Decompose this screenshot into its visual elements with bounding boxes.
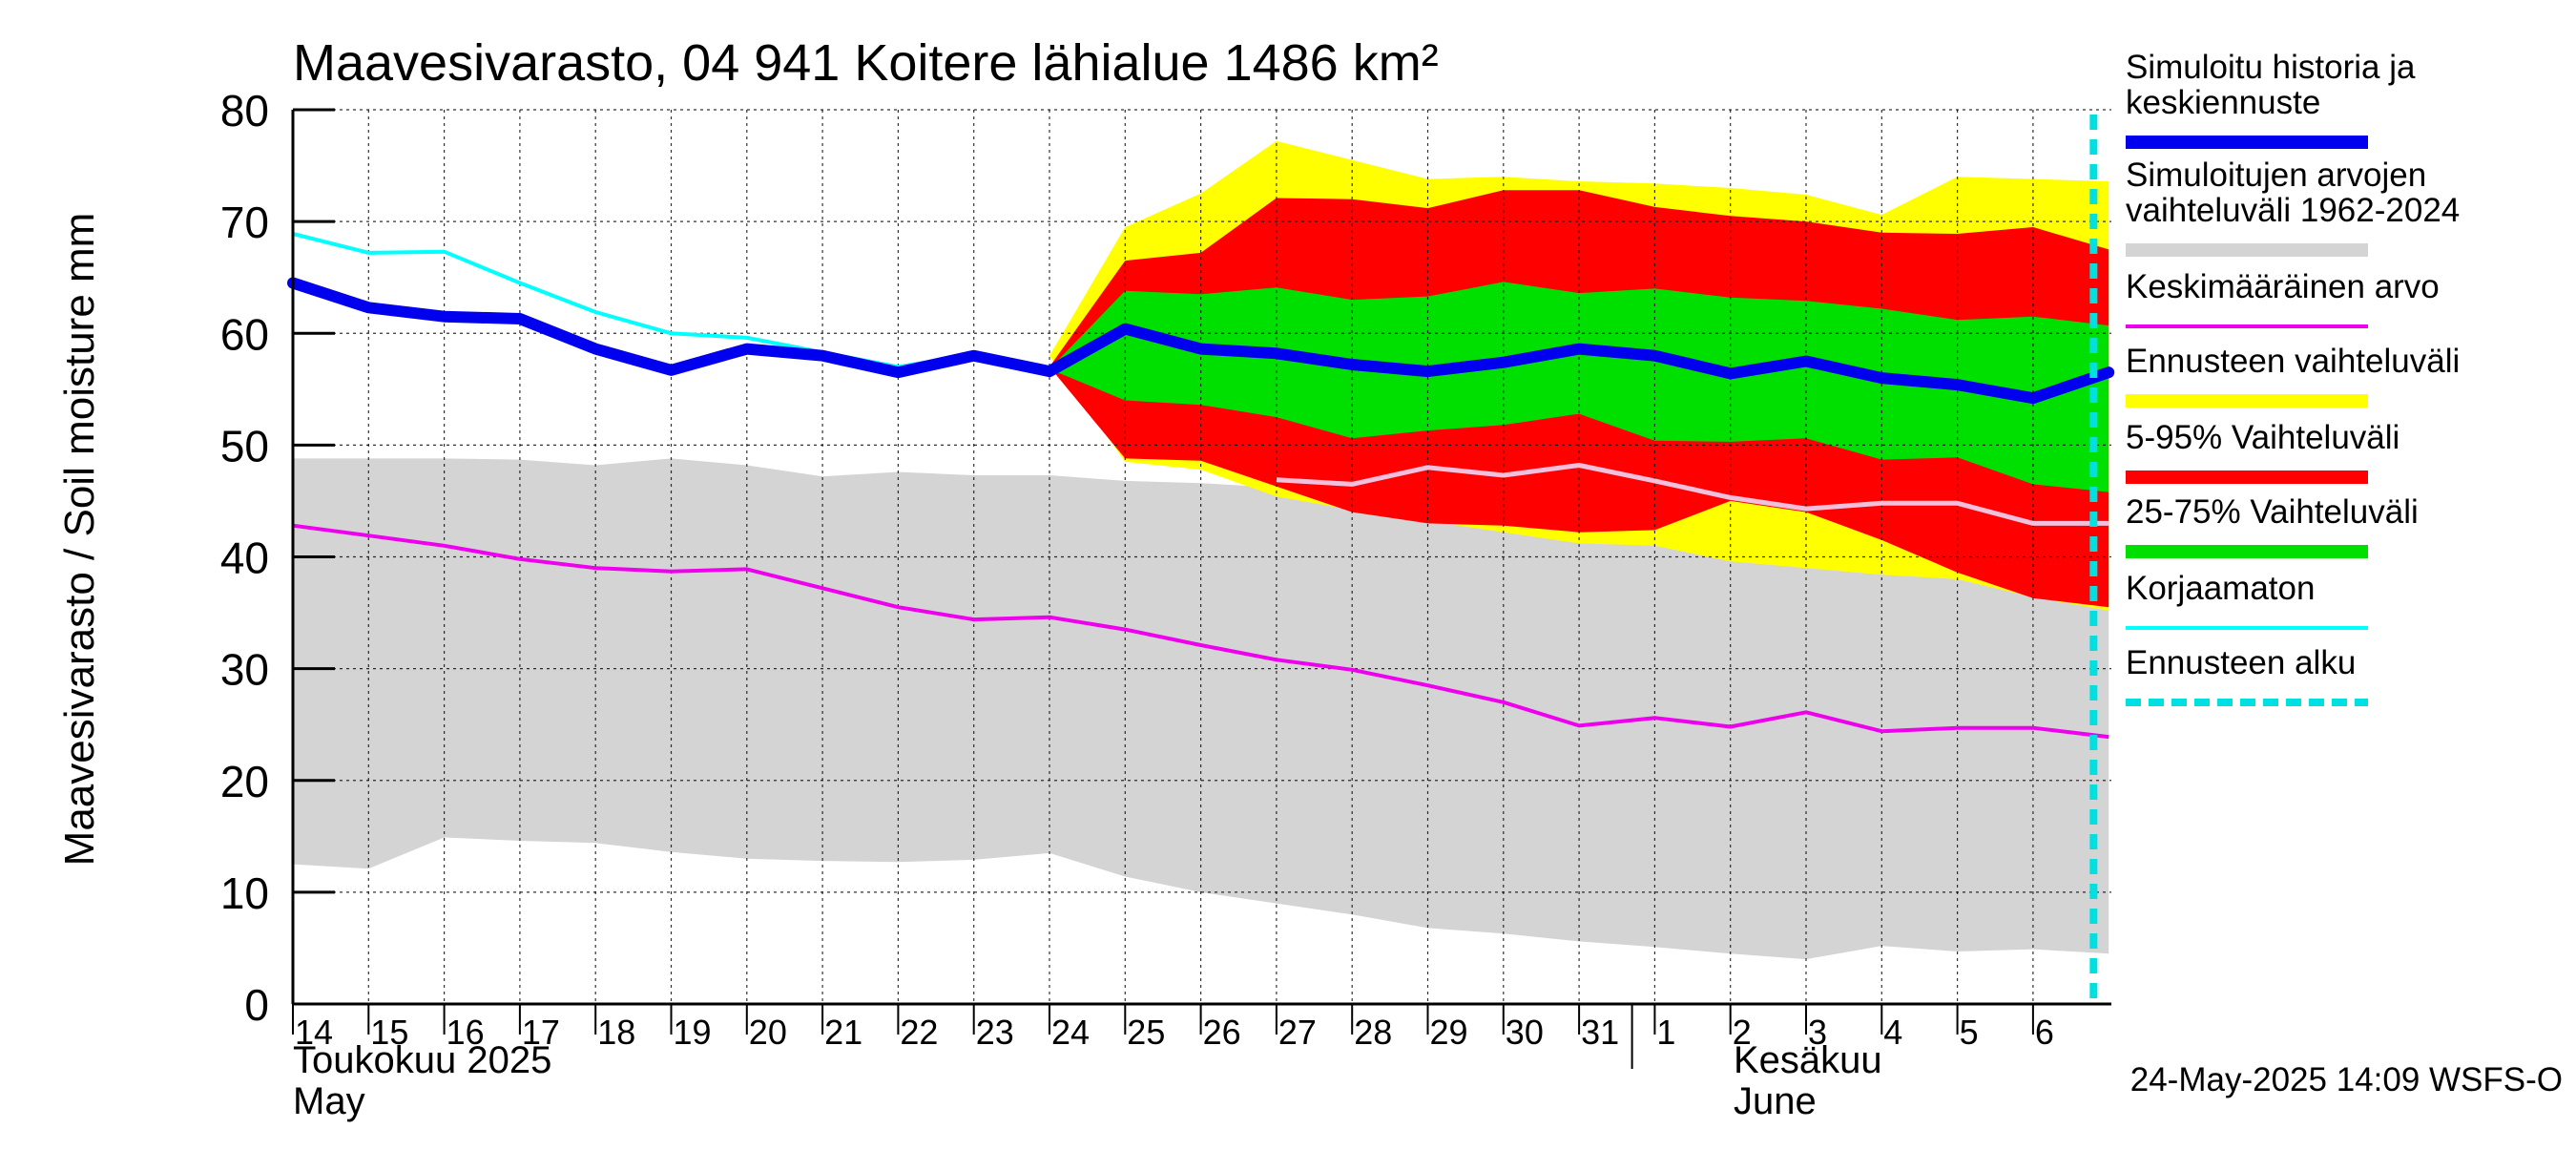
median-forecast-line (1276, 463, 2109, 526)
axis-layer (291, 108, 2111, 1069)
x-tick-label: 4 (1883, 1013, 1902, 1052)
x-tick-label: 15 (370, 1013, 408, 1052)
x-tick-label: 19 (674, 1013, 712, 1052)
mean-line (292, 523, 2109, 740)
y-tick-label: 20 (220, 757, 269, 806)
legend-label: Simuloitu historia ja (2126, 49, 2416, 86)
x-tick-label: 2 (1733, 1013, 1752, 1052)
x-tick-label: 16 (447, 1013, 485, 1052)
legend-label: Ennusteen vaihteluväli (2126, 343, 2460, 380)
month-label-june-en: June (1734, 1080, 1817, 1122)
x-tick-label: 21 (824, 1013, 862, 1052)
timestamp: 24-May-2025 14:09 WSFS-O (2130, 1061, 2563, 1098)
x-tick-label: 6 (2035, 1013, 2054, 1052)
y-tick-label: 80 (220, 86, 269, 136)
grid-layer (293, 109, 2111, 1004)
x-tick-label: 27 (1278, 1013, 1317, 1052)
x-tick-label: 22 (900, 1013, 938, 1052)
legend-label: 25-75% Vaihteluväli (2126, 493, 2419, 531)
legend-label: vaihteluväli 1962-2024 (2126, 192, 2460, 229)
y-tick-label: 10 (220, 868, 269, 918)
legend-label: 5-95% Vaihteluväli (2126, 419, 2399, 456)
legend-label: Korjaamaton (2126, 570, 2315, 607)
y-tick-label: 60 (220, 309, 269, 359)
x-tick-label: 31 (1581, 1013, 1619, 1052)
x-tick-label: 14 (295, 1013, 333, 1052)
main-line (287, 277, 2115, 405)
legend-label: Keskimääräinen arvo (2126, 268, 2440, 305)
legend-label: keskiennuste (2126, 84, 2320, 121)
chart-title: Maavesivarasto, 04 941 Koitere lähialue … (293, 34, 1439, 92)
x-tick-label: 23 (976, 1013, 1014, 1052)
line-layer (287, 115, 2115, 1004)
y-tick-label: 70 (220, 198, 269, 247)
legend-label: Ennusteen alku (2126, 644, 2356, 681)
x-tick-label: 5 (1960, 1013, 1979, 1052)
x-tick-label: 29 (1430, 1013, 1468, 1052)
legend-label: Simuloitujen arvojen (2126, 157, 2426, 194)
y-axis-label: Maavesivarasto / Soil moisture mm (56, 213, 103, 867)
x-tick-label: 28 (1354, 1013, 1392, 1052)
x-tick-label: 25 (1127, 1013, 1165, 1052)
x-tick-label: 30 (1506, 1013, 1544, 1052)
month-label-june-fi: Kesäkuu (1734, 1039, 1882, 1081)
month-label-may-fi: Toukokuu 2025 (293, 1039, 551, 1081)
text-layer: Maavesivarasto, 04 941 Koitere lähialue … (56, 34, 2563, 1122)
y-tick-label: 0 (244, 980, 269, 1030)
y-tick-label: 50 (220, 421, 269, 470)
band-25-75 (1049, 282, 2109, 492)
x-tick-label: 18 (597, 1013, 635, 1052)
x-tick-label: 17 (522, 1013, 560, 1052)
y-tick-label: 30 (220, 645, 269, 695)
x-tick-label: 3 (1808, 1013, 1827, 1052)
x-tick-label: 24 (1051, 1013, 1090, 1052)
x-tick-label: 1 (1656, 1013, 1675, 1052)
x-tick-label: 20 (749, 1013, 787, 1052)
y-tick-label: 40 (220, 533, 269, 583)
x-tick-label: 26 (1203, 1013, 1241, 1052)
month-label-may-en: May (293, 1080, 365, 1122)
